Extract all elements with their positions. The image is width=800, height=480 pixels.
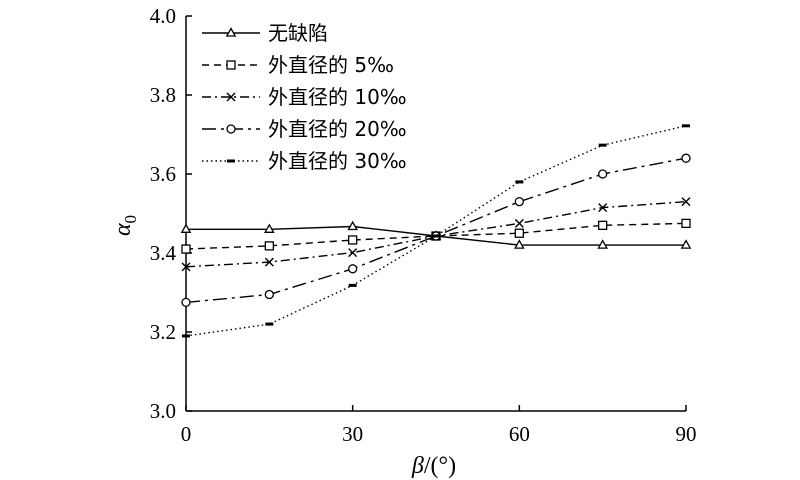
- data-point: [181, 297, 191, 308]
- y-tick-label: 3.4: [150, 241, 177, 265]
- x-tick-label: 60: [509, 422, 530, 446]
- data-point: [598, 169, 608, 179]
- data-point: [681, 197, 691, 207]
- x-tick-label: 0: [181, 422, 192, 446]
- data-point: [681, 218, 691, 229]
- data-point: [264, 289, 274, 300]
- y-axis-label-sub: 0: [121, 215, 140, 224]
- legend-item: 外直径的 5‰: [202, 53, 394, 77]
- axes: [185, 15, 687, 412]
- data-point: [680, 239, 692, 249]
- data-point: [348, 235, 358, 245]
- x-axis-label-main: β: [411, 453, 424, 479]
- y-tick-label: 4.0: [150, 4, 176, 28]
- legend-marker: [225, 27, 237, 37]
- y-axis-label: α0: [110, 215, 140, 236]
- data-point: [181, 262, 191, 272]
- data-point: [681, 153, 691, 163]
- y-tick-label: 3.2: [150, 320, 176, 344]
- legend-item: 无缺陷: [202, 21, 328, 45]
- data-point: [182, 334, 190, 338]
- legend-item: 外直径的 10‰: [202, 85, 407, 109]
- data-point: [597, 239, 608, 249]
- legend-label: 外直径的 20‰: [268, 117, 407, 141]
- data-point: [264, 257, 274, 267]
- x-tick-label: 90: [676, 422, 697, 446]
- data-point: [264, 241, 274, 251]
- legend-label: 无缺陷: [268, 21, 328, 45]
- data-point: [181, 244, 191, 254]
- data-point: [514, 218, 524, 228]
- y-tick-label: 3.0: [150, 399, 176, 423]
- legend-item: 外直径的 20‰: [202, 117, 407, 141]
- y-axis-label-main: α: [110, 223, 136, 236]
- legend-marker: [227, 159, 235, 163]
- x-axis-label-suffix: /(°): [424, 453, 456, 479]
- data-point: [682, 124, 690, 128]
- data-point: [180, 223, 192, 233]
- data-point: [265, 322, 274, 326]
- data-point: [348, 283, 357, 287]
- tick-labels: 3.0 3.2 3.4 3.6 3.8 4.0 0 30 60 90: [150, 4, 697, 446]
- data-point: [598, 220, 608, 231]
- series-layer: [180, 124, 692, 338]
- data-point: [598, 143, 607, 147]
- legend-marker: [226, 60, 236, 70]
- legend-label: 外直径的 5‰: [268, 53, 394, 77]
- legend-marker: [226, 92, 236, 102]
- data-point: [432, 234, 440, 238]
- series-5: [182, 124, 690, 338]
- data-point: [514, 196, 524, 207]
- legend-label: 外直径的 30‰: [268, 149, 407, 173]
- x-tick-label: 30: [342, 422, 363, 446]
- data-point: [515, 180, 524, 184]
- legend-label: 外直径的 10‰: [268, 85, 407, 109]
- x-axis-label: β/(°): [411, 453, 456, 479]
- data-point: [264, 223, 275, 233]
- data-point: [598, 203, 608, 213]
- data-point: [514, 228, 524, 238]
- y-tick-label: 3.8: [150, 83, 176, 107]
- legend-item: 外直径的 30‰: [202, 149, 407, 173]
- data-point: [514, 239, 525, 249]
- legend-marker: [226, 124, 236, 134]
- data-point: [348, 248, 358, 258]
- y-tick-label: 3.6: [150, 162, 176, 186]
- data-point: [347, 220, 358, 231]
- data-point: [348, 264, 358, 274]
